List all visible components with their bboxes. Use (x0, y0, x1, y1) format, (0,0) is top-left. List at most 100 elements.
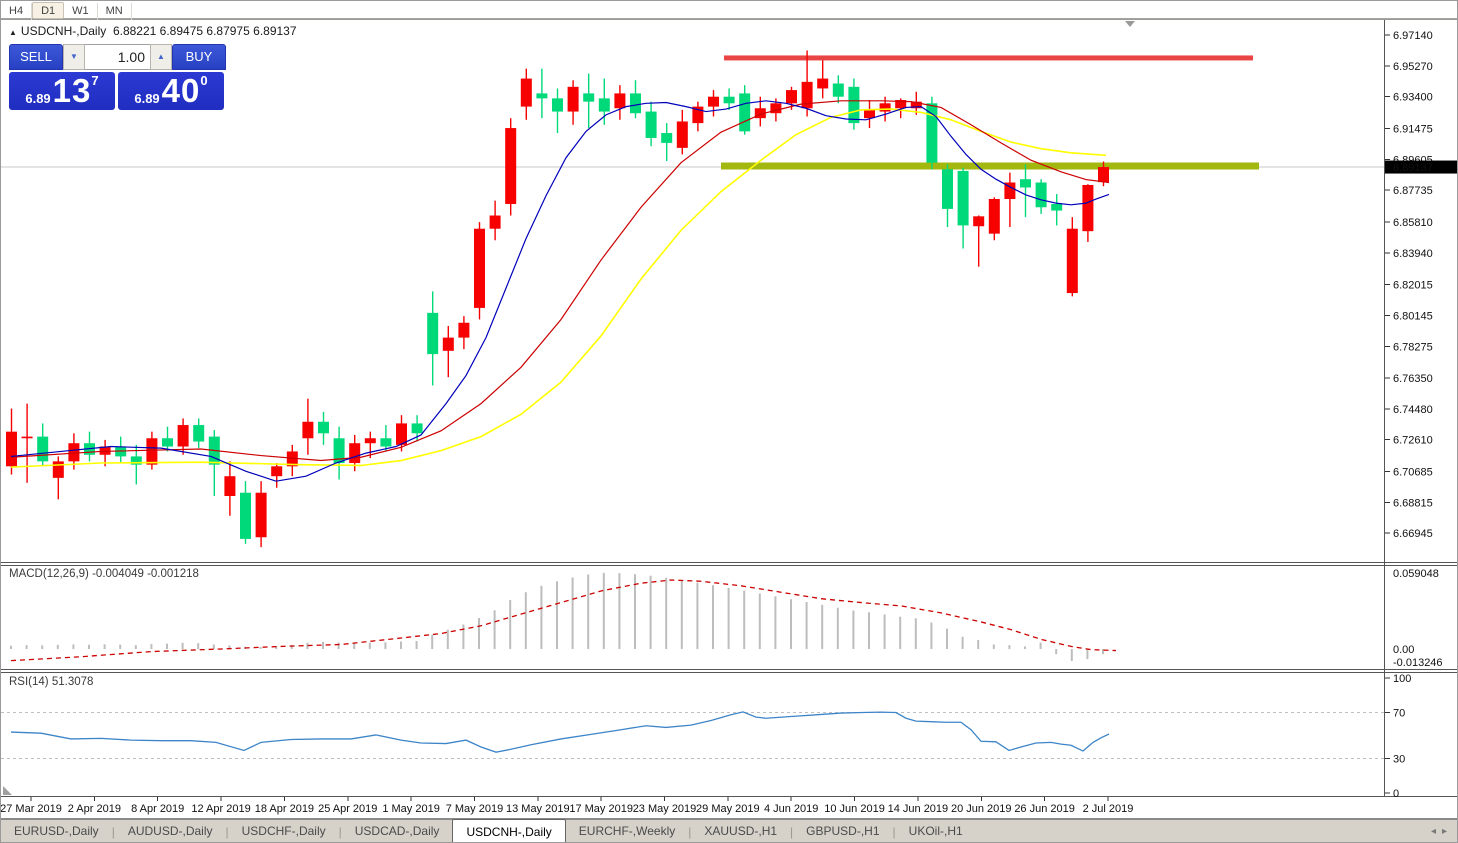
candle-body (645, 111, 657, 138)
symbol-tab-usdcnh[interactable]: USDCNH-,Daily (452, 819, 566, 842)
tab-scroll-left-icon: ◂ (1430, 826, 1442, 837)
candle-body (68, 443, 80, 462)
sell-price-panel[interactable]: 6.89 13 7 (9, 72, 115, 110)
sell-button[interactable]: SELL (9, 44, 63, 70)
macd-histogram-bar (415, 641, 418, 649)
sell-price-sup: 7 (91, 73, 99, 88)
price-axis-label: 6.83940 (1393, 248, 1433, 260)
candle-body (130, 456, 142, 465)
date-axis-label: 14 Jun 2019 (888, 803, 949, 815)
macd-histogram-bar (1070, 649, 1073, 661)
macd-histogram-bar (540, 585, 543, 649)
candle-body (973, 216, 985, 227)
macd-histogram-bar (72, 644, 75, 649)
volume-input[interactable] (85, 44, 150, 70)
candle-body (318, 421, 329, 434)
macd-axis-label: 0.059048 (1393, 568, 1439, 580)
macd-histogram-bar (275, 646, 278, 649)
candle-body (1004, 182, 1016, 200)
panel-resize-grip[interactable] (3, 786, 12, 795)
resistance-line[interactable] (724, 55, 1253, 61)
candle-body (37, 436, 49, 462)
symbol-tab-gbpusd[interactable]: GBPUSD-,H1 (806, 824, 880, 838)
macd-histogram-bar (1055, 649, 1058, 655)
rsi-value: 51.3078 (51, 676, 94, 688)
tab-scroll-arrows[interactable]: ◂▸ (1431, 826, 1453, 837)
macd-histogram-bar (462, 624, 465, 649)
macd-histogram-bar (197, 643, 200, 649)
macd-histogram-bar (665, 577, 668, 649)
date-axis-label: 8 Apr 2019 (131, 803, 184, 815)
macd-histogram-bar (883, 614, 886, 649)
price-axis-label: 6.74480 (1393, 404, 1433, 416)
macd-histogram-bar (368, 642, 371, 649)
symbol-tab-xauusd[interactable]: XAUUSD-,H1 (704, 824, 778, 838)
support-line[interactable] (721, 162, 1259, 170)
candle-body (333, 438, 345, 464)
symbol-tab-ukoil[interactable]: UKOil-,H1 (908, 824, 963, 838)
macd-histogram-bar (930, 622, 933, 649)
candle-body (630, 93, 641, 114)
candle-body (1066, 228, 1078, 294)
buy-button[interactable]: BUY (172, 44, 226, 70)
symbol-tab-eurusd[interactable]: EURUSD-,Daily (14, 824, 99, 838)
volume-decrease-button[interactable]: ▼ (63, 44, 85, 70)
date-axis-label: 12 Apr 2019 (191, 803, 250, 815)
macd-histogram-bar (322, 641, 324, 649)
chart-shift-icon[interactable] (1125, 21, 1135, 27)
candle-body (364, 438, 376, 444)
candle-body (1051, 203, 1063, 211)
date-axis-label: 2 Apr 2019 (68, 803, 121, 815)
buy-price-panel[interactable]: 6.89 40 0 (118, 72, 224, 110)
candle-body (614, 93, 626, 109)
date-axis-label: 18 Apr 2019 (255, 803, 314, 815)
candle-body (442, 337, 454, 351)
candle-body (536, 93, 548, 99)
symbol-tab-usdchf[interactable]: USDCHF-,Daily (241, 824, 326, 838)
rsi-axis-label: 100 (1393, 673, 1411, 685)
macd-histogram-bar (212, 644, 215, 649)
macd-histogram-bar (1039, 642, 1042, 649)
price-axis-label: 6.66945 (1393, 528, 1433, 540)
macd-histogram-bar (41, 645, 44, 649)
macd-histogram-bar (1024, 646, 1026, 649)
candle-body (520, 78, 532, 107)
price-axis-label: 6.80145 (1393, 310, 1433, 322)
macd-histogram-bar (103, 644, 106, 649)
macd-histogram-bar (509, 599, 512, 649)
candle-body (271, 466, 283, 477)
symbol-tab-audusd[interactable]: AUDUSD-,Daily (127, 824, 213, 838)
timeframe-button-h4[interactable]: H4 (1, 3, 33, 20)
ohlc-close: 6.89137 (253, 24, 297, 38)
date-axis-label: 29 May 2019 (696, 803, 760, 815)
tab-separator: | (892, 825, 896, 839)
price-axis-label: 6.93400 (1393, 92, 1433, 104)
candle-body (396, 423, 407, 445)
expand-triangle-icon[interactable]: ▲ (9, 28, 17, 37)
timeframe-button-w1[interactable]: W1 (64, 3, 98, 20)
timeframe-button-mn[interactable]: MN (98, 3, 132, 20)
macd-histogram-bar (587, 574, 590, 649)
macd-histogram-bar (1102, 649, 1104, 655)
macd-histogram-bar (337, 642, 340, 649)
current-price-tag (1385, 160, 1457, 174)
macd-histogram-bar (10, 645, 12, 649)
date-axis-label: 20 Jun 2019 (951, 803, 1012, 815)
price-axis-label: 6.87735 (1393, 185, 1433, 197)
ohlc-low: 6.87975 (206, 24, 250, 38)
candle-body (6, 431, 17, 467)
macd-histogram-bar (181, 642, 184, 649)
rsi-line (10, 711, 1110, 753)
rsi-axis-label: 70 (1393, 708, 1405, 720)
date-axis-label: 23 May 2019 (633, 803, 697, 815)
symbol-tab-eurchf[interactable]: EURCHF-,Weekly (578, 824, 676, 838)
timeframe-button-d1[interactable]: D1 (32, 2, 65, 19)
candle-body (349, 443, 361, 464)
symbol-tab-usdcad[interactable]: USDCAD-,Daily (354, 824, 440, 838)
macd-histogram-bar (524, 592, 527, 649)
date-axis-label: 26 Jun 2019 (1014, 803, 1075, 815)
price-axis-label: 6.85810 (1393, 217, 1433, 229)
volume-increase-button[interactable]: ▲ (150, 44, 172, 70)
candle-body (848, 86, 860, 124)
